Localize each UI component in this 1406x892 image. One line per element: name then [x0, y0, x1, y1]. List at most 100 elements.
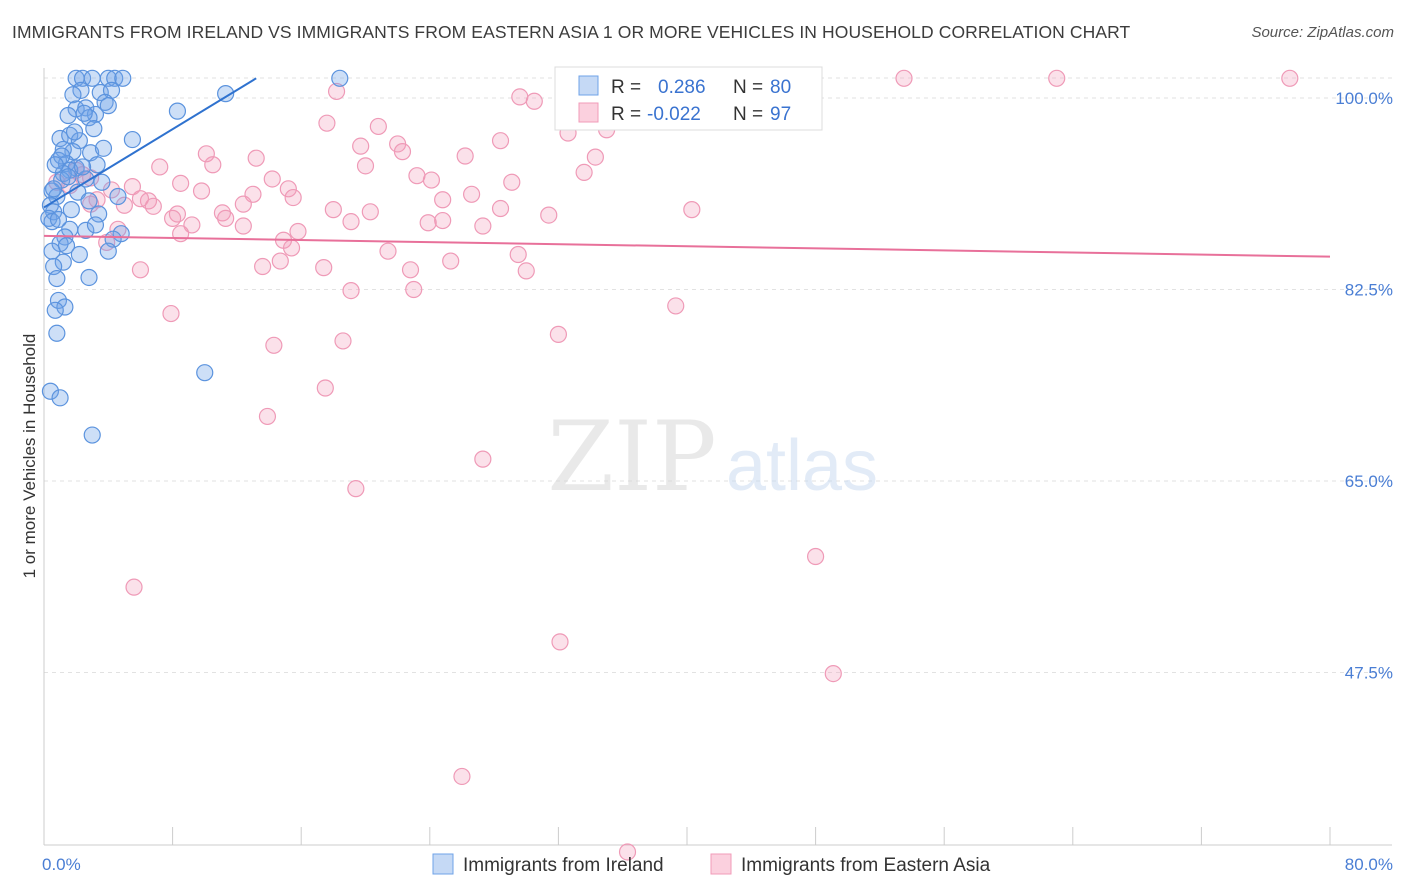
- eastern-asia-point: [204, 156, 222, 174]
- eastern-asia-point: [575, 163, 593, 182]
- eastern-asia-point: [379, 242, 397, 260]
- ireland-point: [83, 426, 101, 444]
- eastern-asia-point: [453, 767, 471, 786]
- eastern-asia-point: [824, 664, 842, 683]
- eastern-asia-trend-line: [43, 234, 1331, 258]
- legend-r-value-2: -0.022: [647, 104, 701, 125]
- ireland-points: [40, 69, 349, 444]
- legend-r-label-2: R =: [611, 104, 641, 125]
- eastern-asia-point: [234, 217, 252, 235]
- ireland-point: [88, 156, 106, 174]
- eastern-asia-point: [549, 325, 568, 343]
- ireland-point: [53, 147, 71, 165]
- trend-lines: [43, 77, 1331, 258]
- ireland-point: [65, 123, 84, 141]
- eastern-asia-point: [334, 332, 352, 350]
- eastern-asia-point: [491, 199, 510, 218]
- eastern-asia-point: [1048, 69, 1066, 87]
- legend-n-label-1: N =: [733, 77, 763, 98]
- ireland-point: [70, 132, 88, 150]
- eastern-asia-point: [408, 167, 426, 185]
- ireland-point: [77, 221, 95, 240]
- ireland-point: [75, 104, 93, 122]
- eastern-asia-point: [151, 158, 169, 176]
- ireland-point: [109, 187, 127, 206]
- ireland-point: [99, 242, 117, 260]
- legend-r-value-1: 0.286: [658, 77, 706, 98]
- ireland-point: [54, 253, 72, 271]
- ireland-point: [123, 130, 142, 149]
- eastern-asia-point: [115, 196, 133, 214]
- eastern-asia-point: [144, 197, 162, 215]
- eastern-asia-point: [197, 145, 215, 163]
- ireland-point: [114, 69, 132, 87]
- bottom-legend-eastern-asia: Immigrants from Eastern Asia: [741, 855, 991, 876]
- eastern-asia-point: [125, 578, 143, 596]
- ireland-point: [49, 291, 68, 310]
- y-tick-label: 65.0%: [1345, 472, 1393, 491]
- ireland-point: [59, 168, 77, 186]
- eastern-asia-point: [405, 280, 423, 299]
- eastern-asia-point: [667, 297, 685, 315]
- watermark-atlas: atlas: [726, 426, 878, 506]
- eastern-asia-point: [618, 843, 637, 861]
- y-tick-label: 82.5%: [1345, 281, 1393, 300]
- y-tick-label: 100.0%: [1335, 89, 1393, 108]
- ireland-point: [94, 139, 113, 157]
- eastern-asia-point: [131, 261, 150, 279]
- eastern-asia-point: [456, 147, 474, 165]
- ireland-point: [93, 173, 111, 191]
- eastern-asia-point: [217, 209, 235, 227]
- ireland-point: [43, 213, 61, 231]
- eastern-asia-point: [315, 259, 333, 277]
- ireland-point: [61, 126, 79, 144]
- x-tick-label-left: 0.0%: [42, 855, 81, 874]
- ireland-point: [64, 86, 82, 104]
- ireland-point: [59, 106, 77, 125]
- eastern-asia-point: [474, 217, 492, 235]
- tick-labels: 100.0% 82.5% 65.0% 47.5% 0.0% 80.0%: [42, 89, 1393, 874]
- eastern-asia-point: [491, 132, 510, 150]
- bottom-legend-swatch-pink: [710, 853, 732, 875]
- axes: [43, 68, 1392, 846]
- ireland-point: [57, 237, 76, 255]
- eastern-asia-point: [462, 185, 481, 203]
- ireland-point: [331, 69, 349, 87]
- source-label: Source: ZipAtlas.com: [1251, 24, 1394, 41]
- eastern-asia-point: [1281, 69, 1299, 87]
- ireland-point: [54, 140, 72, 159]
- ireland-point: [41, 382, 60, 400]
- eastern-asia-point: [258, 407, 277, 426]
- legend-n-value-1: 80: [770, 77, 791, 98]
- eastern-asia-point: [434, 191, 452, 209]
- ireland-point: [51, 389, 69, 407]
- eastern-asia-point: [342, 213, 360, 231]
- eastern-asia-point: [422, 171, 441, 189]
- eastern-asia-point: [316, 379, 334, 397]
- eastern-asia-point: [342, 281, 360, 300]
- ireland-point: [46, 301, 64, 319]
- eastern-asia-point: [284, 188, 302, 207]
- eastern-asia-point: [419, 214, 437, 232]
- eastern-asia-point: [434, 211, 452, 230]
- ireland-point: [80, 192, 98, 210]
- ireland-point: [80, 268, 98, 287]
- eastern-asia-point: [164, 209, 182, 227]
- grid-lines: [44, 77, 1392, 673]
- eastern-asia-point: [279, 180, 297, 198]
- series-legend: Immigrants from Ireland Immigrants from …: [432, 853, 991, 876]
- eastern-asia-point: [401, 261, 420, 279]
- eastern-asia-point: [183, 216, 201, 234]
- eastern-asia-point: [586, 148, 604, 166]
- eastern-asia-point: [509, 245, 527, 264]
- eastern-asia-point: [131, 190, 150, 208]
- eastern-asia-point: [393, 143, 412, 161]
- ireland-trend-line: [43, 77, 257, 209]
- eastern-asia-point: [172, 225, 190, 243]
- eastern-asia-point: [361, 203, 379, 221]
- eastern-asia-point: [503, 173, 521, 191]
- ireland-point: [51, 129, 69, 148]
- ireland-point: [85, 120, 103, 138]
- eastern-asia-point: [551, 633, 569, 651]
- eastern-asia-point: [247, 149, 265, 167]
